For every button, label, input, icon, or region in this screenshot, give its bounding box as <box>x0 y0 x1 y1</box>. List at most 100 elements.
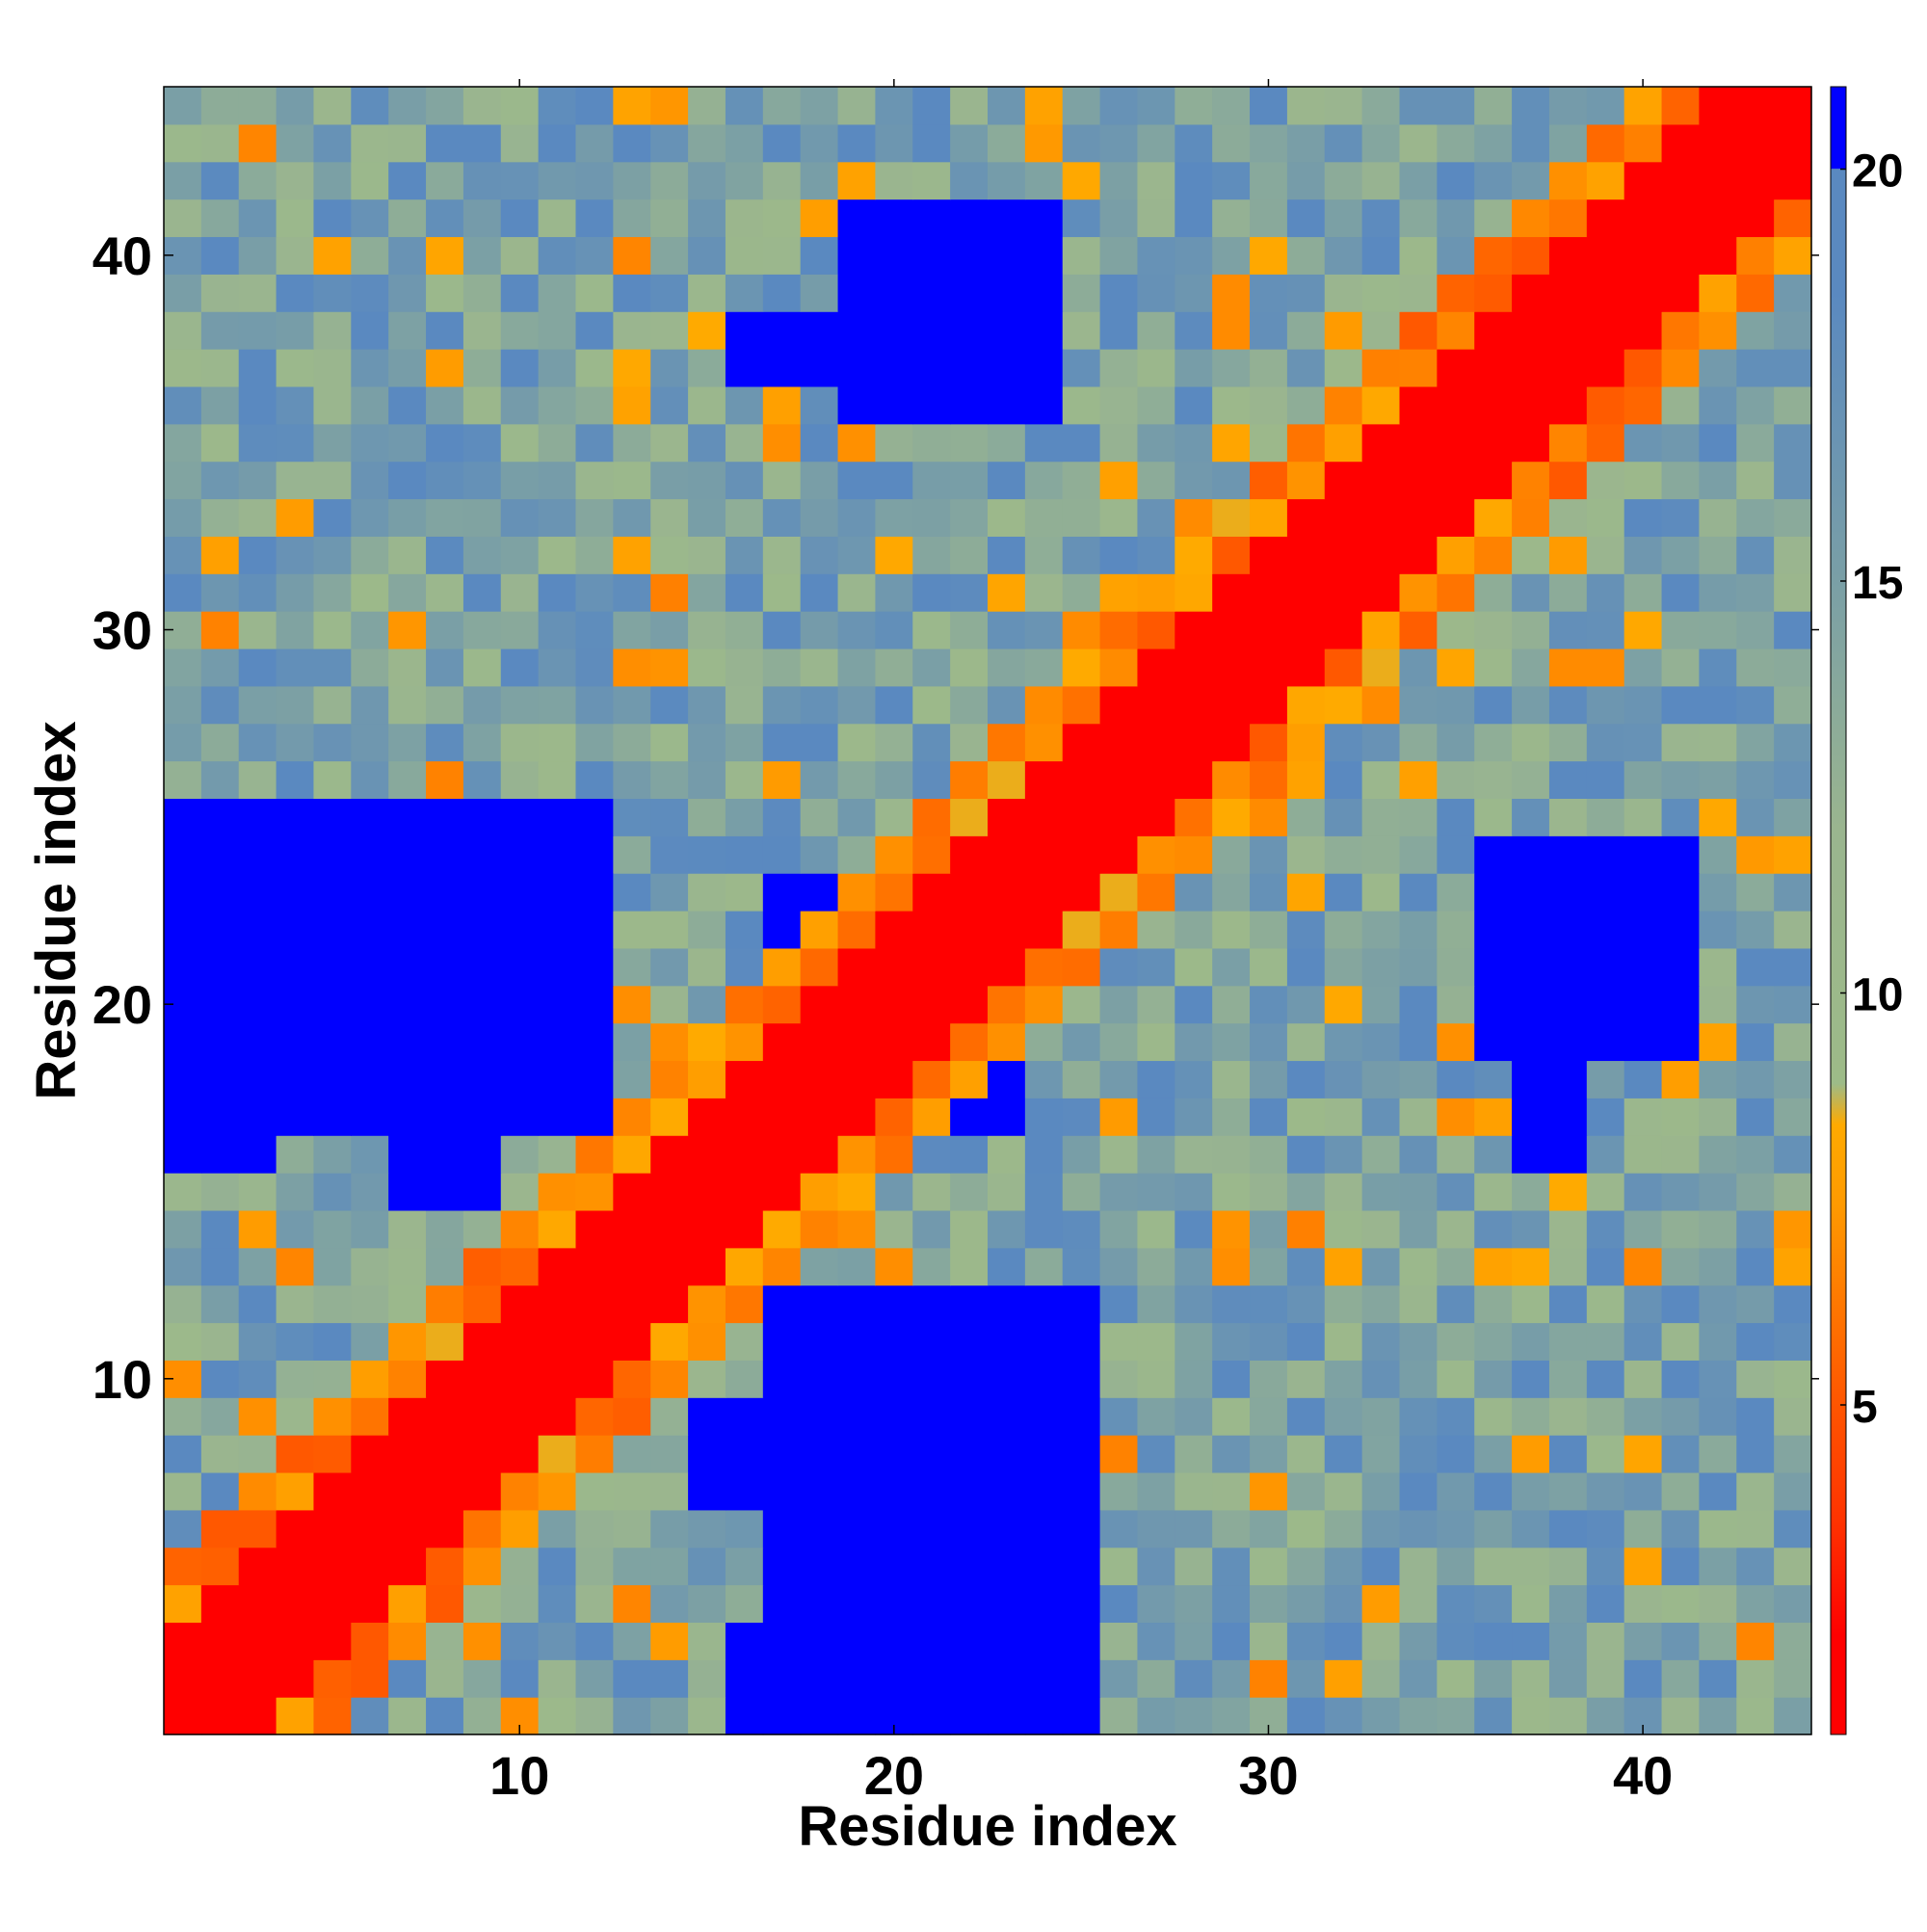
heatmap-cell <box>725 498 764 537</box>
heatmap-cell <box>1399 911 1438 949</box>
heatmap-cell <box>426 1659 464 1698</box>
heatmap-cell <box>1623 1022 1663 1062</box>
heatmap-cell <box>1623 461 1663 500</box>
heatmap-cell <box>762 536 802 574</box>
heatmap-cell <box>1437 236 1475 275</box>
heatmap-cell <box>1399 1284 1438 1324</box>
heatmap-cell <box>875 1022 913 1062</box>
heatmap-cell <box>462 1659 502 1698</box>
heatmap-cell <box>1736 423 1775 463</box>
heatmap-cell <box>276 798 315 836</box>
heatmap-cell <box>426 1284 464 1324</box>
heatmap-cell <box>575 1360 614 1398</box>
heatmap-cell <box>912 1471 951 1511</box>
heatmap-cell <box>500 1360 540 1398</box>
heatmap-cell <box>1099 911 1139 949</box>
heatmap-cell <box>1586 1584 1625 1624</box>
heatmap-cell <box>1361 873 1401 912</box>
heatmap-cell <box>575 760 614 800</box>
heatmap-cell <box>200 1697 240 1735</box>
heatmap-cell <box>837 1435 877 1473</box>
heatmap-cell <box>538 1697 577 1735</box>
heatmap-cell <box>538 1547 577 1586</box>
heatmap-cell <box>1699 1098 1737 1136</box>
heatmap-cell <box>950 1060 989 1098</box>
heatmap-cell <box>200 685 240 725</box>
heatmap-cell <box>1548 1509 1588 1548</box>
heatmap-cell <box>725 1509 764 1548</box>
heatmap-cell <box>575 947 614 987</box>
heatmap-cell <box>1137 536 1175 574</box>
heatmap-cell <box>800 1509 839 1548</box>
heatmap-cell <box>875 536 913 574</box>
heatmap-cell <box>1623 985 1663 1024</box>
heatmap-cell <box>1699 274 1737 312</box>
heatmap-cell <box>912 161 951 200</box>
x-axis-ticks: 10 20 30 40 <box>489 79 1673 1806</box>
heatmap-cell <box>688 873 726 912</box>
heatmap-cell <box>950 498 989 537</box>
heatmap-cell <box>988 423 1026 463</box>
heatmap-cell <box>1175 685 1213 725</box>
heatmap-cell <box>388 1173 427 1211</box>
heatmap-cell <box>276 873 315 912</box>
heatmap-cell <box>351 1397 389 1436</box>
heatmap-cell <box>1474 1360 1513 1398</box>
heatmap-cell <box>762 835 802 874</box>
heatmap-cell <box>1250 123 1288 163</box>
heatmap-cell <box>500 1322 540 1361</box>
heatmap-cell <box>500 985 540 1024</box>
heatmap-cell <box>164 1060 202 1098</box>
heatmap-cell <box>988 1284 1026 1324</box>
heatmap-cell <box>988 1397 1026 1436</box>
heatmap-cell <box>1286 1173 1326 1211</box>
heatmap-cell <box>164 123 202 163</box>
heatmap-cell <box>1437 1098 1475 1136</box>
heatmap-cell <box>1774 947 1812 987</box>
heatmap-cell <box>1062 1471 1101 1511</box>
heatmap-cell <box>1661 1584 1701 1624</box>
heatmap-cell <box>1212 723 1251 762</box>
heatmap-cell <box>1736 311 1775 350</box>
heatmap-cell <box>1437 1397 1475 1436</box>
heatmap-cell <box>1324 461 1363 500</box>
heatmap-cell <box>1062 798 1101 836</box>
heatmap-cell <box>800 1360 839 1398</box>
heatmap-cell <box>1361 274 1401 312</box>
heatmap-cell <box>613 1247 651 1286</box>
heatmap-cell <box>800 1209 839 1249</box>
heatmap-cell <box>1474 873 1513 912</box>
heatmap-cell <box>1024 611 1064 649</box>
heatmap-cell <box>1474 1060 1513 1098</box>
heatmap-cell <box>912 1584 951 1624</box>
heatmap-cell <box>351 611 389 649</box>
heatmap-cell <box>875 985 913 1024</box>
heatmap-cell <box>1250 1435 1288 1473</box>
heatmap-cell <box>575 573 614 612</box>
heatmap-cell <box>313 161 352 200</box>
heatmap-cell <box>1024 1247 1064 1286</box>
heatmap-cell <box>313 1471 352 1511</box>
heatmap-cell <box>1137 947 1175 987</box>
heatmap-cell <box>500 1435 540 1473</box>
heatmap-cell <box>1512 1622 1550 1660</box>
heatmap-cell <box>950 648 989 687</box>
heatmap-cell <box>1024 274 1064 312</box>
heatmap-cell <box>200 1322 240 1361</box>
heatmap-cell <box>1661 911 1701 949</box>
heatmap-cell <box>1062 947 1101 987</box>
heatmap-cell <box>1623 1435 1663 1473</box>
heatmap-cell <box>912 1322 951 1361</box>
heatmap-cell <box>875 1284 913 1324</box>
heatmap-cell <box>276 236 315 275</box>
heatmap-cell <box>1512 760 1550 800</box>
heatmap-cell <box>950 573 989 612</box>
heatmap-cell <box>988 685 1026 725</box>
heatmap-cell <box>762 1247 802 1286</box>
heatmap-cell <box>1062 349 1101 387</box>
heatmap-cell <box>1474 947 1513 987</box>
heatmap-cell <box>988 311 1026 350</box>
heatmap-cell <box>988 536 1026 574</box>
heatmap-cell <box>200 1247 240 1286</box>
